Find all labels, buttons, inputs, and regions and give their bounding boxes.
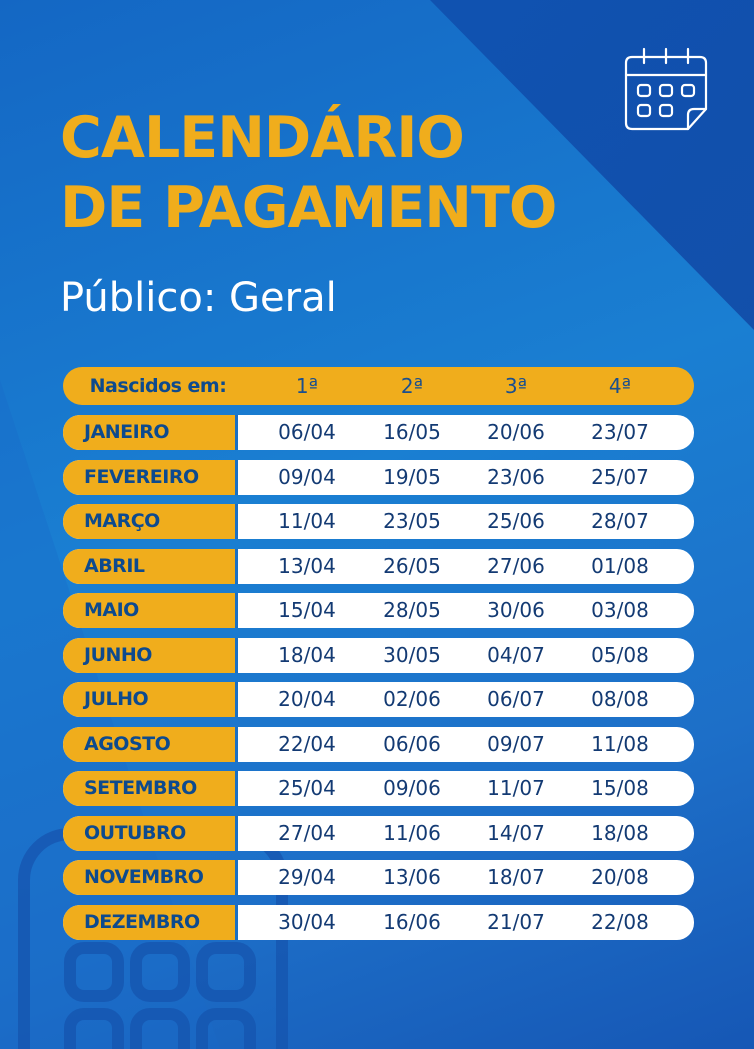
- payment-date-1: 27/04: [278, 820, 336, 845]
- month-label: NOVEMBRO: [63, 860, 235, 895]
- payment-date-2: 13/06: [383, 865, 441, 889]
- payment-date-3: 21/07: [487, 909, 545, 934]
- row-divider: [235, 548, 238, 584]
- page-title: CALENDÁRIO DE PAGAMENTO: [60, 103, 557, 243]
- row-divider: [235, 771, 238, 806]
- payment-date-4: 25/07: [591, 464, 649, 489]
- month-label: JUNHO: [63, 637, 235, 673]
- payment-date-2: 23/05: [383, 509, 441, 533]
- month-label: AGOSTO: [63, 726, 235, 762]
- month-label: FEVEREIRO: [63, 459, 235, 495]
- row-divider: [235, 637, 238, 673]
- payment-date-3: 27/06: [487, 553, 545, 578]
- month-label: DEZEMBRO: [63, 904, 235, 940]
- payment-date-3: 09/07: [487, 731, 545, 756]
- payment-date-2: 28/05: [383, 598, 441, 622]
- payment-date-1: 06/04: [278, 420, 336, 444]
- payment-date-2: 02/06: [383, 687, 441, 711]
- payment-date-2: 06/06: [383, 731, 441, 756]
- payment-date-1: 25/04: [278, 776, 336, 800]
- payment-date-3: 25/06: [487, 509, 545, 533]
- payment-date-2: 26/05: [383, 553, 441, 578]
- payment-date-1: 09/04: [278, 464, 336, 489]
- header-col-3: 3ª: [504, 374, 528, 398]
- month-label: ABRIL: [63, 548, 235, 584]
- payment-date-4: 18/08: [591, 820, 649, 845]
- table-row: ABRIL 13/04 26/05 27/06 01/08: [63, 548, 694, 584]
- month-label: MARÇO: [63, 504, 235, 539]
- audience-subtitle: Público: Geral: [60, 275, 337, 321]
- payment-date-1: 20/04: [278, 687, 336, 711]
- payment-date-4: 28/07: [591, 509, 649, 533]
- payment-date-2: 30/05: [383, 642, 441, 667]
- row-divider: [235, 726, 238, 762]
- month-label: SETEMBRO: [63, 771, 235, 806]
- month-label: MAIO: [63, 593, 235, 628]
- row-divider: [235, 415, 238, 450]
- payment-date-3: 04/07: [487, 642, 545, 667]
- payment-date-4: 01/08: [591, 553, 649, 578]
- payment-date-2: 11/06: [383, 820, 441, 845]
- month-label: OUTUBRO: [63, 815, 235, 851]
- table-row: NOVEMBRO 29/04 13/06 18/07 20/08: [63, 860, 694, 895]
- payment-date-2: 16/05: [383, 420, 441, 444]
- payment-date-1: 29/04: [278, 865, 336, 889]
- payment-date-4: 05/08: [591, 642, 649, 667]
- payment-date-1: 11/04: [278, 509, 336, 533]
- row-divider: [235, 593, 238, 628]
- payment-date-2: 09/06: [383, 776, 441, 800]
- payment-date-4: 23/07: [591, 420, 649, 444]
- payment-date-4: 15/08: [591, 776, 649, 800]
- payment-date-1: 22/04: [278, 731, 336, 756]
- payment-date-4: 22/08: [591, 909, 649, 934]
- payment-date-4: 20/08: [591, 865, 649, 889]
- title-line-2: DE PAGAMENTO: [60, 175, 557, 241]
- table-row: JUNHO 18/04 30/05 04/07 05/08: [63, 637, 694, 673]
- payment-date-1: 30/04: [278, 909, 336, 934]
- payment-date-2: 16/06: [383, 909, 441, 934]
- payment-date-4: 08/08: [591, 687, 649, 711]
- payment-date-3: 30/06: [487, 598, 545, 622]
- row-divider: [235, 682, 238, 717]
- payment-date-4: 11/08: [591, 731, 649, 756]
- payment-date-3: 11/07: [487, 776, 545, 800]
- payment-date-2: 19/05: [383, 464, 441, 489]
- table-row: SETEMBRO 25/04 09/06 11/07 15/08: [63, 771, 694, 806]
- row-divider: [235, 504, 238, 539]
- payment-date-1: 15/04: [278, 598, 336, 622]
- table-row: MARÇO 11/04 23/05 25/06 28/07: [63, 504, 694, 539]
- payment-date-3: 18/07: [487, 865, 545, 889]
- payment-date-1: 13/04: [278, 553, 336, 578]
- table-row: AGOSTO 22/04 06/06 09/07 11/08: [63, 726, 694, 762]
- table-header: Nascidos em: 1ª 2ª 3ª 4ª: [63, 367, 694, 405]
- table-row: MAIO 15/04 28/05 30/06 03/08: [63, 593, 694, 628]
- header-born-in-label: Nascidos em:: [89, 375, 227, 397]
- row-divider: [235, 459, 238, 495]
- header-col-2: 2ª: [400, 374, 424, 398]
- table-row: FEVEREIRO 09/04 19/05 23/06 25/07: [63, 459, 694, 495]
- calendar-icon: [624, 47, 708, 131]
- payment-date-3: 14/07: [487, 820, 545, 845]
- payment-date-3: 20/06: [487, 420, 545, 444]
- payment-date-4: 03/08: [591, 598, 649, 622]
- row-divider: [235, 860, 238, 895]
- payment-date-3: 23/06: [487, 464, 545, 489]
- table-row: JULHO 20/04 02/06 06/07 08/08: [63, 682, 694, 717]
- payment-date-1: 18/04: [278, 642, 336, 667]
- month-label: JULHO: [63, 682, 235, 717]
- table-row: OUTUBRO 27/04 11/06 14/07 18/08: [63, 815, 694, 851]
- table-row: JANEIRO 06/04 16/05 20/06 23/07: [63, 415, 694, 450]
- payment-date-3: 06/07: [487, 687, 545, 711]
- month-label: JANEIRO: [63, 415, 235, 450]
- table-row: DEZEMBRO 30/04 16/06 21/07 22/08: [63, 904, 694, 940]
- table-body: JANEIRO 06/04 16/05 20/06 23/07 FEVEREIRO 09/0…: [63, 415, 694, 940]
- header-col-1: 1ª: [295, 374, 319, 398]
- row-divider: [235, 904, 238, 940]
- row-divider: [235, 815, 238, 851]
- title-line-1: CALENDÁRIO: [60, 105, 465, 171]
- payment-table: Nascidos em: 1ª 2ª 3ª 4ª JANEIRO 06/04 16/…: [63, 367, 694, 949]
- header-col-4: 4ª: [608, 374, 632, 398]
